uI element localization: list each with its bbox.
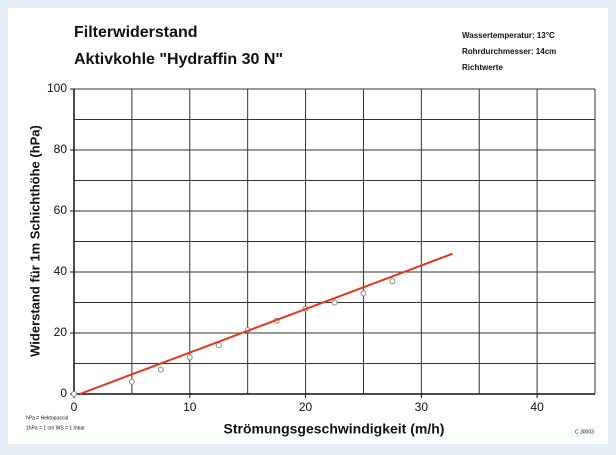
footnote: 1hPa = 1 cm WS = 1 mbar xyxy=(26,425,85,431)
chart-title: Filterwiderstand xyxy=(74,24,198,41)
data-point xyxy=(157,366,164,373)
y-tick-label: 80 xyxy=(54,142,68,156)
x-tick-label: 40 xyxy=(530,400,544,414)
chart-subtitle: Aktivkohle "Hydraffin 30 N" xyxy=(74,51,283,68)
code: C 30003 xyxy=(575,429,594,435)
x-tick-label: 10 xyxy=(183,400,197,414)
data-point xyxy=(128,378,135,385)
panel xyxy=(8,8,608,444)
data-point xyxy=(389,278,396,285)
data-point xyxy=(71,391,77,397)
note: Wassertemperatur: 13°C xyxy=(462,31,555,40)
footnote: hPa = Hektopascal xyxy=(26,415,68,421)
x-tick-label: 20 xyxy=(299,400,313,414)
y-tick-label: 100 xyxy=(47,81,67,95)
data-point xyxy=(186,354,193,361)
data-point xyxy=(360,290,367,297)
y-tick-label: 0 xyxy=(60,386,67,400)
data-point xyxy=(215,342,222,349)
y-tick-label: 20 xyxy=(54,325,68,339)
note: Richtwerte xyxy=(462,63,503,72)
x-axis-label: Strömungsgeschwindigkeit (m/h) xyxy=(224,421,445,437)
x-tick-label: 0 xyxy=(71,400,78,414)
trend-line xyxy=(79,252,453,395)
y-axis-label: Widerstand für 1m Schichthöhe (hPa) xyxy=(27,125,42,357)
data-point xyxy=(331,299,338,306)
note: Rohrdurchmesser: 14cm xyxy=(462,47,556,56)
x-tick-label: 30 xyxy=(415,400,429,414)
y-tick-label: 60 xyxy=(54,203,68,217)
y-tick-label: 40 xyxy=(54,264,68,278)
